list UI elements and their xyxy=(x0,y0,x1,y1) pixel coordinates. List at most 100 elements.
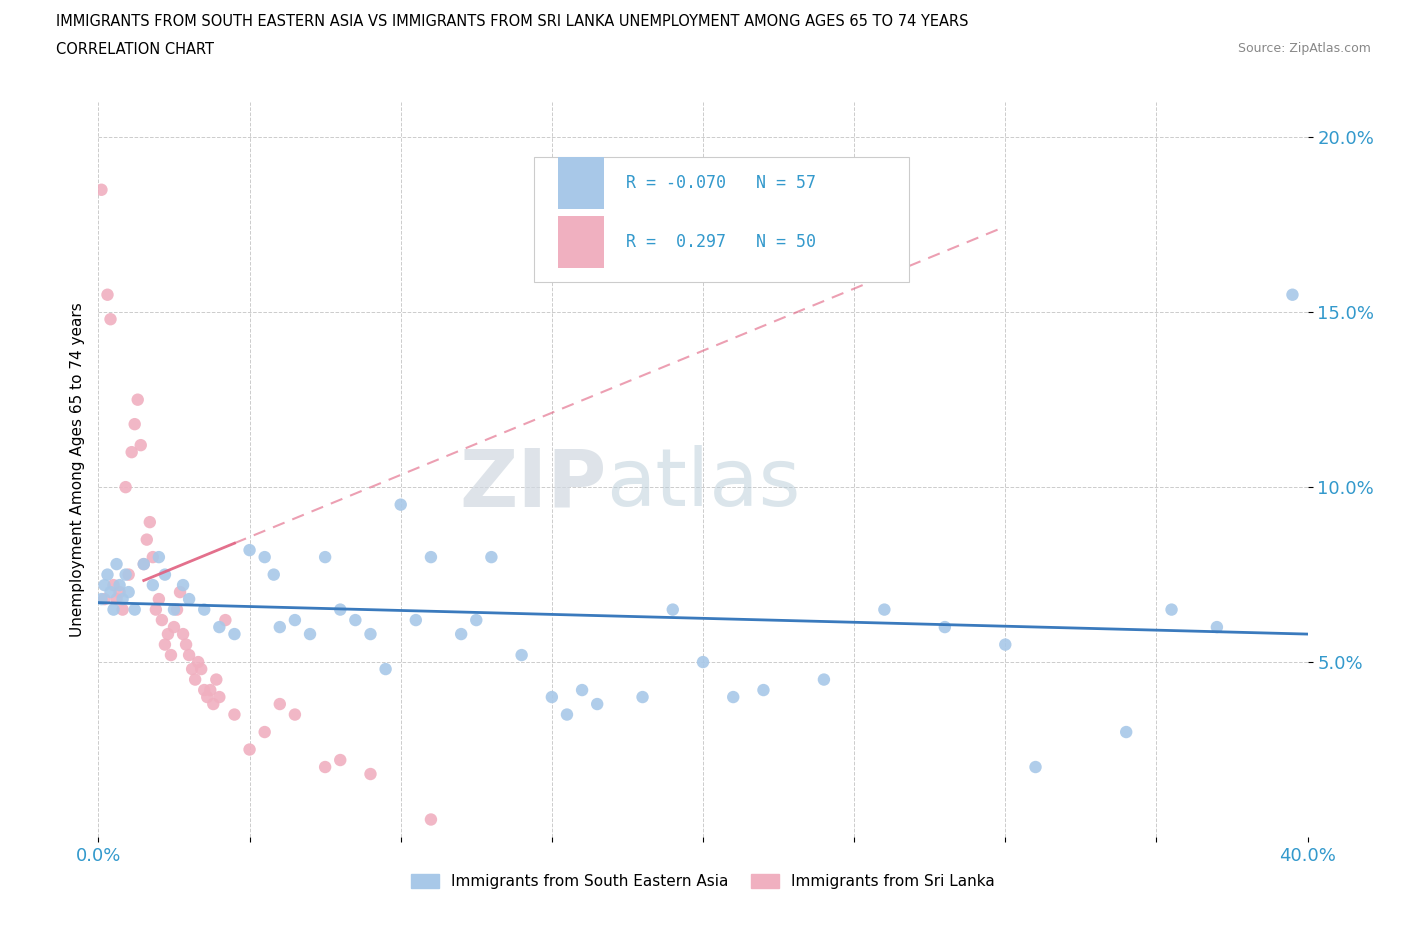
Point xyxy=(132,557,155,572)
Point xyxy=(145,602,167,617)
Point xyxy=(202,697,225,711)
Point xyxy=(314,760,336,775)
Point xyxy=(253,550,276,565)
Point xyxy=(142,550,165,565)
Bar xyxy=(558,157,603,209)
Point xyxy=(132,557,155,572)
Point xyxy=(90,591,112,606)
Point xyxy=(263,567,285,582)
Point xyxy=(93,578,115,592)
Point xyxy=(90,182,112,197)
Point xyxy=(179,591,201,606)
Point xyxy=(994,637,1017,652)
Point xyxy=(172,578,194,592)
Point xyxy=(142,578,165,592)
Point xyxy=(284,613,307,628)
Point xyxy=(156,627,179,642)
Point xyxy=(661,602,683,617)
Point xyxy=(723,690,745,705)
Point xyxy=(103,602,125,617)
Point xyxy=(148,591,170,606)
Legend: Immigrants from South Eastern Asia, Immigrants from Sri Lanka: Immigrants from South Eastern Asia, Immi… xyxy=(405,869,1001,896)
Y-axis label: Unemployment Among Ages 65 to 74 years: Unemployment Among Ages 65 to 74 years xyxy=(69,302,84,637)
Point xyxy=(555,707,578,722)
Point xyxy=(100,312,122,326)
Point xyxy=(208,690,231,705)
Point xyxy=(111,602,134,617)
Text: IMMIGRANTS FROM SOUTH EASTERN ASIA VS IMMIGRANTS FROM SRI LANKA UNEMPLOYMENT AMO: IMMIGRANTS FROM SOUTH EASTERN ASIA VS IM… xyxy=(56,14,969,29)
Point xyxy=(193,602,215,617)
Point xyxy=(163,619,186,634)
Point xyxy=(208,619,231,634)
Point xyxy=(93,591,115,606)
Point xyxy=(450,627,472,642)
Point xyxy=(96,567,118,582)
Point xyxy=(114,567,136,582)
Point xyxy=(181,661,204,676)
Point xyxy=(108,585,131,600)
Point xyxy=(360,766,382,781)
Point xyxy=(1115,724,1137,739)
Point xyxy=(284,707,307,722)
Point xyxy=(108,578,131,592)
Point xyxy=(166,602,188,617)
Point xyxy=(184,672,207,687)
Point xyxy=(114,480,136,495)
Point xyxy=(253,724,276,739)
Point xyxy=(118,585,141,600)
Point xyxy=(540,690,562,705)
Point xyxy=(510,647,533,662)
Point xyxy=(205,672,228,687)
Point xyxy=(139,514,162,529)
Point xyxy=(344,613,367,628)
Point xyxy=(200,683,222,698)
Point xyxy=(329,752,352,767)
Point xyxy=(150,613,173,628)
FancyBboxPatch shape xyxy=(534,157,908,283)
Point xyxy=(163,602,186,617)
Point xyxy=(193,683,215,698)
Point xyxy=(135,532,157,547)
Point xyxy=(752,683,775,698)
Point xyxy=(118,567,141,582)
Point xyxy=(571,683,593,698)
Point xyxy=(481,550,503,565)
Text: ZIP: ZIP xyxy=(458,445,606,524)
Point xyxy=(239,543,262,558)
Point xyxy=(1160,602,1182,617)
Point xyxy=(405,613,427,628)
Text: R =  0.297   N = 50: R = 0.297 N = 50 xyxy=(626,232,815,251)
Point xyxy=(105,591,128,606)
Point xyxy=(103,578,125,592)
Point xyxy=(148,550,170,565)
Text: CORRELATION CHART: CORRELATION CHART xyxy=(56,42,214,57)
Point xyxy=(100,585,122,600)
Point xyxy=(389,498,412,512)
Point xyxy=(420,550,443,565)
Point xyxy=(360,627,382,642)
Point xyxy=(129,438,152,453)
Point xyxy=(374,661,396,676)
Text: atlas: atlas xyxy=(606,445,800,524)
Text: Source: ZipAtlas.com: Source: ZipAtlas.com xyxy=(1237,42,1371,55)
Point xyxy=(1281,287,1303,302)
Point xyxy=(153,637,176,652)
Point xyxy=(299,627,322,642)
Point xyxy=(105,557,128,572)
Point xyxy=(692,655,714,670)
Point xyxy=(174,637,197,652)
Point xyxy=(239,742,262,757)
Point xyxy=(187,655,209,670)
Point xyxy=(586,697,609,711)
Point xyxy=(269,697,291,711)
Point xyxy=(420,812,443,827)
Point xyxy=(873,602,896,617)
Point xyxy=(1206,619,1229,634)
Point xyxy=(329,602,352,617)
Text: R = -0.070   N = 57: R = -0.070 N = 57 xyxy=(626,174,815,193)
Point xyxy=(160,647,183,662)
Point xyxy=(179,647,201,662)
Point xyxy=(111,591,134,606)
Point xyxy=(314,550,336,565)
Point xyxy=(121,445,143,459)
